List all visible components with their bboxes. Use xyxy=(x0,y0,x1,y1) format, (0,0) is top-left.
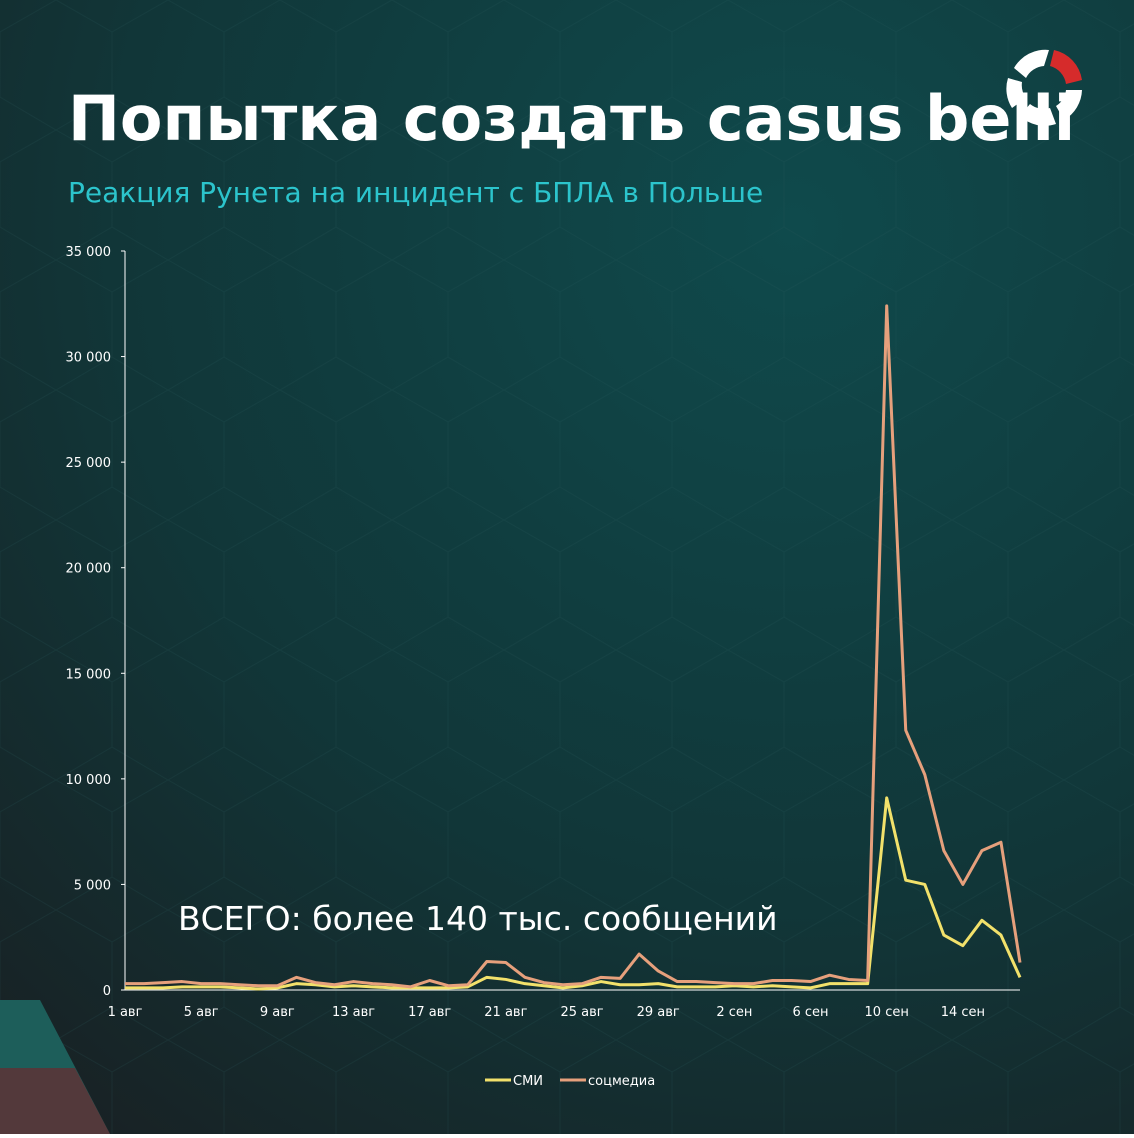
chart-title: Попытка создать casus belli xyxy=(68,82,1075,155)
x-tick-label: 1 авг xyxy=(108,1005,143,1020)
x-tick-label: 29 авг xyxy=(637,1005,680,1020)
corner-decor xyxy=(0,1068,110,1134)
y-tick-label: 35 000 xyxy=(66,245,112,260)
x-tick-label: 2 сен xyxy=(716,1005,752,1020)
x-tick-label: 13 авг xyxy=(332,1005,375,1020)
y-tick-label: 15 000 xyxy=(66,667,112,682)
x-tick-label: 14 сен xyxy=(941,1005,985,1020)
legend-label: соцмедиа xyxy=(588,1074,655,1089)
x-tick-label: 6 сен xyxy=(793,1005,829,1020)
logo xyxy=(1006,49,1082,126)
x-tick-label: 9 авг xyxy=(260,1005,295,1020)
y-tick-label: 20 000 xyxy=(66,562,112,577)
series-line xyxy=(125,796,1022,991)
annotation: ВСЕГО: более 140 тыс. сообщений xyxy=(178,899,778,938)
y-tick-label: 0 xyxy=(103,984,111,999)
x-tick-label: 25 авг xyxy=(560,1005,603,1020)
x-tick-label: 10 сен xyxy=(865,1005,909,1020)
y-tick-label: 25 000 xyxy=(66,456,112,471)
x-tick-label: 21 авг xyxy=(484,1005,527,1020)
chart-subtitle: Реакция Рунета на инцидент с БПЛА в Поль… xyxy=(68,176,763,209)
x-tick-label: 5 авг xyxy=(184,1005,219,1020)
legend-label: СМИ xyxy=(513,1074,543,1089)
y-tick-label: 30 000 xyxy=(66,351,112,366)
y-tick-label: 5 000 xyxy=(74,878,111,893)
y-tick-label: 10 000 xyxy=(66,773,112,788)
x-tick-label: 17 авг xyxy=(408,1005,451,1020)
series-line xyxy=(125,304,1022,989)
